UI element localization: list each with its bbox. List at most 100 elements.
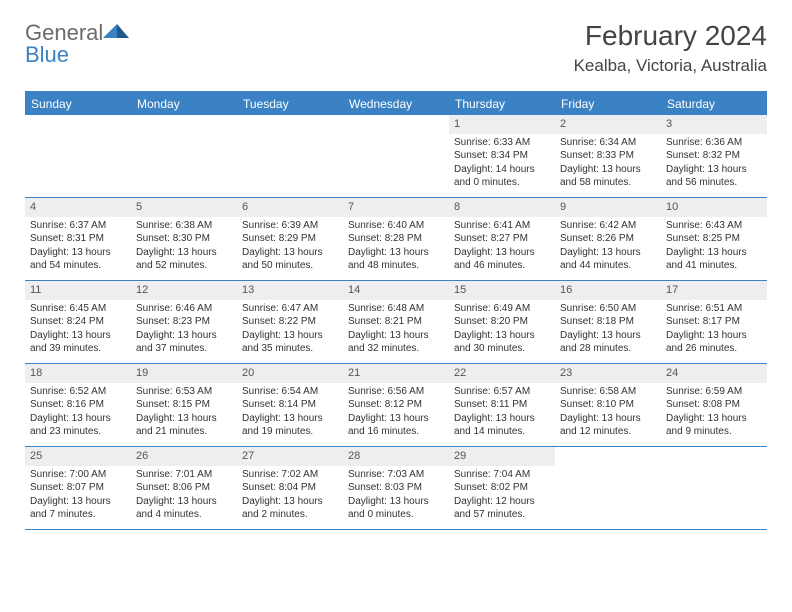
day-content: Sunrise: 6:52 AMSunset: 8:16 PMDaylight:…	[30, 385, 126, 439]
day-cell	[555, 447, 661, 529]
daynum-row: 14	[343, 281, 449, 300]
day-daylight2: and 2 minutes.	[242, 508, 338, 522]
day-daylight2: and 57 minutes.	[454, 508, 550, 522]
day-daylight2: and 48 minutes.	[348, 259, 444, 273]
day-sunset: Sunset: 8:14 PM	[242, 398, 338, 412]
day-content: Sunrise: 7:04 AMSunset: 8:02 PMDaylight:…	[454, 468, 550, 522]
day-daylight2: and 28 minutes.	[560, 342, 656, 356]
day-cell: 21Sunrise: 6:56 AMSunset: 8:12 PMDayligh…	[343, 364, 449, 446]
day-content: Sunrise: 6:46 AMSunset: 8:23 PMDaylight:…	[136, 302, 232, 356]
day-cell	[661, 447, 767, 529]
weeks-container: 1Sunrise: 6:33 AMSunset: 8:34 PMDaylight…	[25, 115, 767, 530]
day-content: Sunrise: 6:39 AMSunset: 8:29 PMDaylight:…	[242, 219, 338, 273]
day-sunset: Sunset: 8:32 PM	[666, 149, 762, 163]
day-cell: 27Sunrise: 7:02 AMSunset: 8:04 PMDayligh…	[237, 447, 343, 529]
weekday-header: Saturday	[661, 93, 767, 115]
day-daylight2: and 30 minutes.	[454, 342, 550, 356]
logo-triangle-icon	[103, 20, 129, 40]
day-content: Sunrise: 6:59 AMSunset: 8:08 PMDaylight:…	[666, 385, 762, 439]
day-daylight1: Daylight: 13 hours	[348, 329, 444, 343]
weekday-row: Sunday Monday Tuesday Wednesday Thursday…	[25, 93, 767, 115]
day-daylight2: and 54 minutes.	[30, 259, 126, 273]
day-number: 24	[666, 367, 678, 379]
day-sunrise: Sunrise: 6:39 AM	[242, 219, 338, 233]
day-number: 18	[30, 367, 42, 379]
header: General Blue February 2024 Kealba, Victo…	[25, 20, 767, 76]
day-daylight2: and 4 minutes.	[136, 508, 232, 522]
day-sunrise: Sunrise: 7:03 AM	[348, 468, 444, 482]
weekday-header: Thursday	[449, 93, 555, 115]
day-daylight1: Daylight: 13 hours	[242, 412, 338, 426]
day-daylight2: and 39 minutes.	[30, 342, 126, 356]
day-daylight1: Daylight: 13 hours	[30, 246, 126, 260]
day-sunrise: Sunrise: 6:43 AM	[666, 219, 762, 233]
day-sunrise: Sunrise: 6:59 AM	[666, 385, 762, 399]
logo: General Blue	[25, 20, 129, 66]
day-sunset: Sunset: 8:28 PM	[348, 232, 444, 246]
day-daylight2: and 9 minutes.	[666, 425, 762, 439]
day-content: Sunrise: 6:40 AMSunset: 8:28 PMDaylight:…	[348, 219, 444, 273]
day-cell: 3Sunrise: 6:36 AMSunset: 8:32 PMDaylight…	[661, 115, 767, 197]
day-daylight1: Daylight: 13 hours	[136, 495, 232, 509]
daynum-row: 17	[661, 281, 767, 300]
day-daylight2: and 0 minutes.	[348, 508, 444, 522]
day-number: 4	[30, 201, 36, 213]
month-title: February 2024	[574, 20, 767, 52]
day-daylight1: Daylight: 13 hours	[454, 412, 550, 426]
week-row: 18 Sunrise: 6:52 AMSunset: 8:16 PMDayligh…	[25, 364, 767, 447]
day-number: 23	[560, 367, 572, 379]
day-daylight2: and 14 minutes.	[454, 425, 550, 439]
daynum-row: 6	[237, 198, 343, 217]
day-content: Sunrise: 6:43 AMSunset: 8:25 PMDaylight:…	[666, 219, 762, 273]
day-content: Sunrise: 6:34 AMSunset: 8:33 PMDaylight:…	[560, 136, 656, 190]
day-number: 3	[666, 118, 672, 130]
day-sunrise: Sunrise: 7:02 AM	[242, 468, 338, 482]
day-sunset: Sunset: 8:31 PM	[30, 232, 126, 246]
day-cell: 15Sunrise: 6:49 AMSunset: 8:20 PMDayligh…	[449, 281, 555, 363]
day-content: Sunrise: 6:56 AMSunset: 8:12 PMDaylight:…	[348, 385, 444, 439]
day-sunrise: Sunrise: 6:51 AM	[666, 302, 762, 316]
day-sunset: Sunset: 8:17 PM	[666, 315, 762, 329]
day-sunset: Sunset: 8:18 PM	[560, 315, 656, 329]
day-sunrise: Sunrise: 6:36 AM	[666, 136, 762, 150]
day-sunrise: Sunrise: 6:53 AM	[136, 385, 232, 399]
day-content: Sunrise: 6:48 AMSunset: 8:21 PMDaylight:…	[348, 302, 444, 356]
day-daylight2: and 46 minutes.	[454, 259, 550, 273]
logo-text-blue: Blue	[25, 42, 69, 67]
day-cell: 9Sunrise: 6:42 AMSunset: 8:26 PMDaylight…	[555, 198, 661, 280]
day-daylight2: and 35 minutes.	[242, 342, 338, 356]
day-cell: 11Sunrise: 6:45 AMSunset: 8:24 PMDayligh…	[25, 281, 131, 363]
day-sunrise: Sunrise: 7:00 AM	[30, 468, 126, 482]
day-daylight2: and 37 minutes.	[136, 342, 232, 356]
day-content: Sunrise: 7:00 AMSunset: 8:07 PMDaylight:…	[30, 468, 126, 522]
day-daylight2: and 56 minutes.	[666, 176, 762, 190]
day-daylight1: Daylight: 13 hours	[666, 246, 762, 260]
day-number: 6	[242, 201, 248, 213]
day-content: Sunrise: 7:01 AMSunset: 8:06 PMDaylight:…	[136, 468, 232, 522]
day-cell: 16Sunrise: 6:50 AMSunset: 8:18 PMDayligh…	[555, 281, 661, 363]
daynum-row: 23	[555, 364, 661, 383]
day-sunrise: Sunrise: 6:38 AM	[136, 219, 232, 233]
daynum-row: 1	[449, 115, 555, 134]
day-sunrise: Sunrise: 6:48 AM	[348, 302, 444, 316]
day-number: 28	[348, 450, 360, 462]
day-daylight1: Daylight: 13 hours	[454, 246, 550, 260]
day-sunset: Sunset: 8:10 PM	[560, 398, 656, 412]
day-content: Sunrise: 6:53 AMSunset: 8:15 PMDaylight:…	[136, 385, 232, 439]
day-content: Sunrise: 7:02 AMSunset: 8:04 PMDaylight:…	[242, 468, 338, 522]
daynum-row: 15	[449, 281, 555, 300]
day-cell	[343, 115, 449, 197]
day-cell: 22Sunrise: 6:57 AMSunset: 8:11 PMDayligh…	[449, 364, 555, 446]
day-content: Sunrise: 6:47 AMSunset: 8:22 PMDaylight:…	[242, 302, 338, 356]
day-content: Sunrise: 6:37 AMSunset: 8:31 PMDaylight:…	[30, 219, 126, 273]
day-cell	[25, 115, 131, 197]
day-cell: 10Sunrise: 6:43 AMSunset: 8:25 PMDayligh…	[661, 198, 767, 280]
weekday-header: Friday	[555, 93, 661, 115]
day-sunset: Sunset: 8:08 PM	[666, 398, 762, 412]
weekday-header: Tuesday	[237, 93, 343, 115]
daynum-row: 3	[661, 115, 767, 134]
day-sunset: Sunset: 8:12 PM	[348, 398, 444, 412]
title-block: February 2024 Kealba, Victoria, Australi…	[574, 20, 767, 76]
day-cell: 1Sunrise: 6:33 AMSunset: 8:34 PMDaylight…	[449, 115, 555, 197]
day-daylight2: and 41 minutes.	[666, 259, 762, 273]
